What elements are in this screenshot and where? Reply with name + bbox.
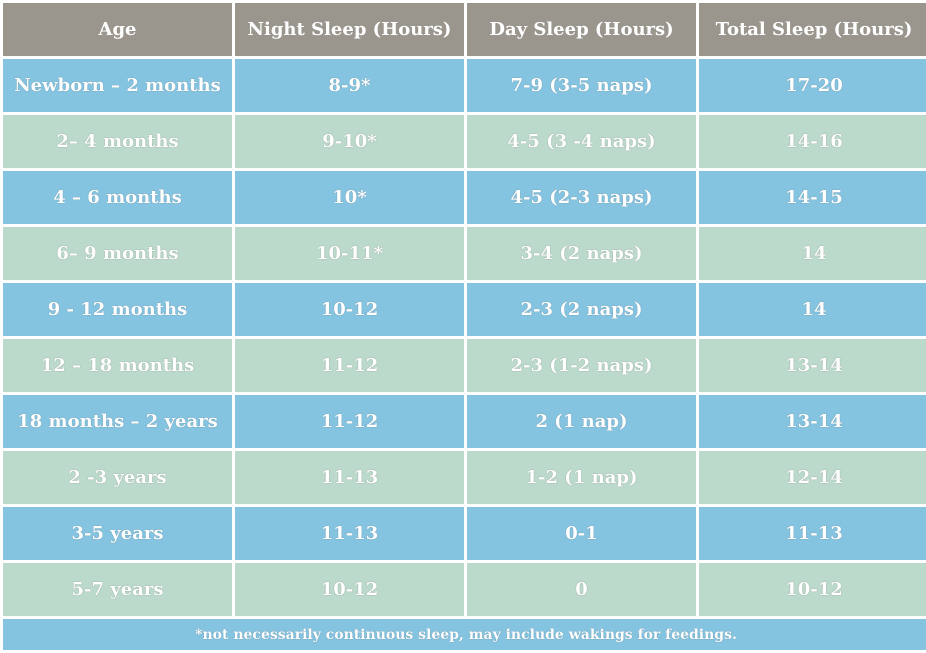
age-cell: Newborn – 2 months <box>3 59 232 112</box>
day-sleep-cell: 2-3 (1-2 naps) <box>467 339 696 392</box>
footnote-row: *not necessarily continuous sleep, may i… <box>3 619 926 650</box>
header-age: Age <box>3 3 232 56</box>
age-cell: 18 months – 2 years <box>3 395 232 448</box>
day-sleep-cell: 0 <box>467 563 696 616</box>
day-sleep-cell: 1-2 (1 nap) <box>467 451 696 504</box>
day-sleep-cell: 0-1 <box>467 507 696 560</box>
night-sleep-cell: 10* <box>235 171 464 224</box>
night-sleep-cell: 11-12 <box>235 395 464 448</box>
total-sleep-cell: 13-14 <box>699 339 926 392</box>
age-cell: 5-7 years <box>3 563 232 616</box>
table-row: 4 – 6 months 10* 4-5 (2-3 naps) 14-15 <box>3 171 926 224</box>
day-sleep-cell: 2 (1 nap) <box>467 395 696 448</box>
age-cell: 2– 4 months <box>3 115 232 168</box>
night-sleep-cell: 8-9* <box>235 59 464 112</box>
table-row: 3-5 years 11-13 0-1 11-13 <box>3 507 926 560</box>
night-sleep-cell: 10-12 <box>235 563 464 616</box>
footnote: *not necessarily continuous sleep, may i… <box>3 619 926 650</box>
day-sleep-cell: 4-5 (3 -4 naps) <box>467 115 696 168</box>
table-row: 9 - 12 months 10-12 2-3 (2 naps) 14 <box>3 283 926 336</box>
total-sleep-cell: 14 <box>699 227 926 280</box>
table-header-row: Age Night Sleep (Hours) Day Sleep (Hours… <box>3 3 926 56</box>
table-row: 18 months – 2 years 11-12 2 (1 nap) 13-1… <box>3 395 926 448</box>
night-sleep-cell: 11-13 <box>235 451 464 504</box>
header-night-sleep: Night Sleep (Hours) <box>235 3 464 56</box>
table-row: 6– 9 months 10-11* 3-4 (2 naps) 14 <box>3 227 926 280</box>
header-total-sleep: Total Sleep (Hours) <box>699 3 926 56</box>
total-sleep-cell: 14-15 <box>699 171 926 224</box>
day-sleep-cell: 4-5 (2-3 naps) <box>467 171 696 224</box>
night-sleep-cell: 10-11* <box>235 227 464 280</box>
age-cell: 3-5 years <box>3 507 232 560</box>
table-row: 12 – 18 months 11-12 2-3 (1-2 naps) 13-1… <box>3 339 926 392</box>
total-sleep-cell: 17-20 <box>699 59 926 112</box>
total-sleep-cell: 11-13 <box>699 507 926 560</box>
night-sleep-cell: 9-10* <box>235 115 464 168</box>
table-row: 5-7 years 10-12 0 10-12 <box>3 563 926 616</box>
total-sleep-cell: 14 <box>699 283 926 336</box>
age-cell: 9 - 12 months <box>3 283 232 336</box>
age-cell: 12 – 18 months <box>3 339 232 392</box>
total-sleep-cell: 10-12 <box>699 563 926 616</box>
age-cell: 2 -3 years <box>3 451 232 504</box>
day-sleep-cell: 3-4 (2 naps) <box>467 227 696 280</box>
night-sleep-cell: 11-12 <box>235 339 464 392</box>
total-sleep-cell: 13-14 <box>699 395 926 448</box>
day-sleep-cell: 7-9 (3-5 naps) <box>467 59 696 112</box>
table-row: 2– 4 months 9-10* 4-5 (3 -4 naps) 14-16 <box>3 115 926 168</box>
night-sleep-cell: 11-13 <box>235 507 464 560</box>
night-sleep-cell: 10-12 <box>235 283 464 336</box>
age-cell: 6– 9 months <box>3 227 232 280</box>
total-sleep-cell: 12-14 <box>699 451 926 504</box>
table-row: 2 -3 years 11-13 1-2 (1 nap) 12-14 <box>3 451 926 504</box>
day-sleep-cell: 2-3 (2 naps) <box>467 283 696 336</box>
table-row: Newborn – 2 months 8-9* 7-9 (3-5 naps) 1… <box>3 59 926 112</box>
total-sleep-cell: 14-16 <box>699 115 926 168</box>
header-day-sleep: Day Sleep (Hours) <box>467 3 696 56</box>
age-cell: 4 – 6 months <box>3 171 232 224</box>
